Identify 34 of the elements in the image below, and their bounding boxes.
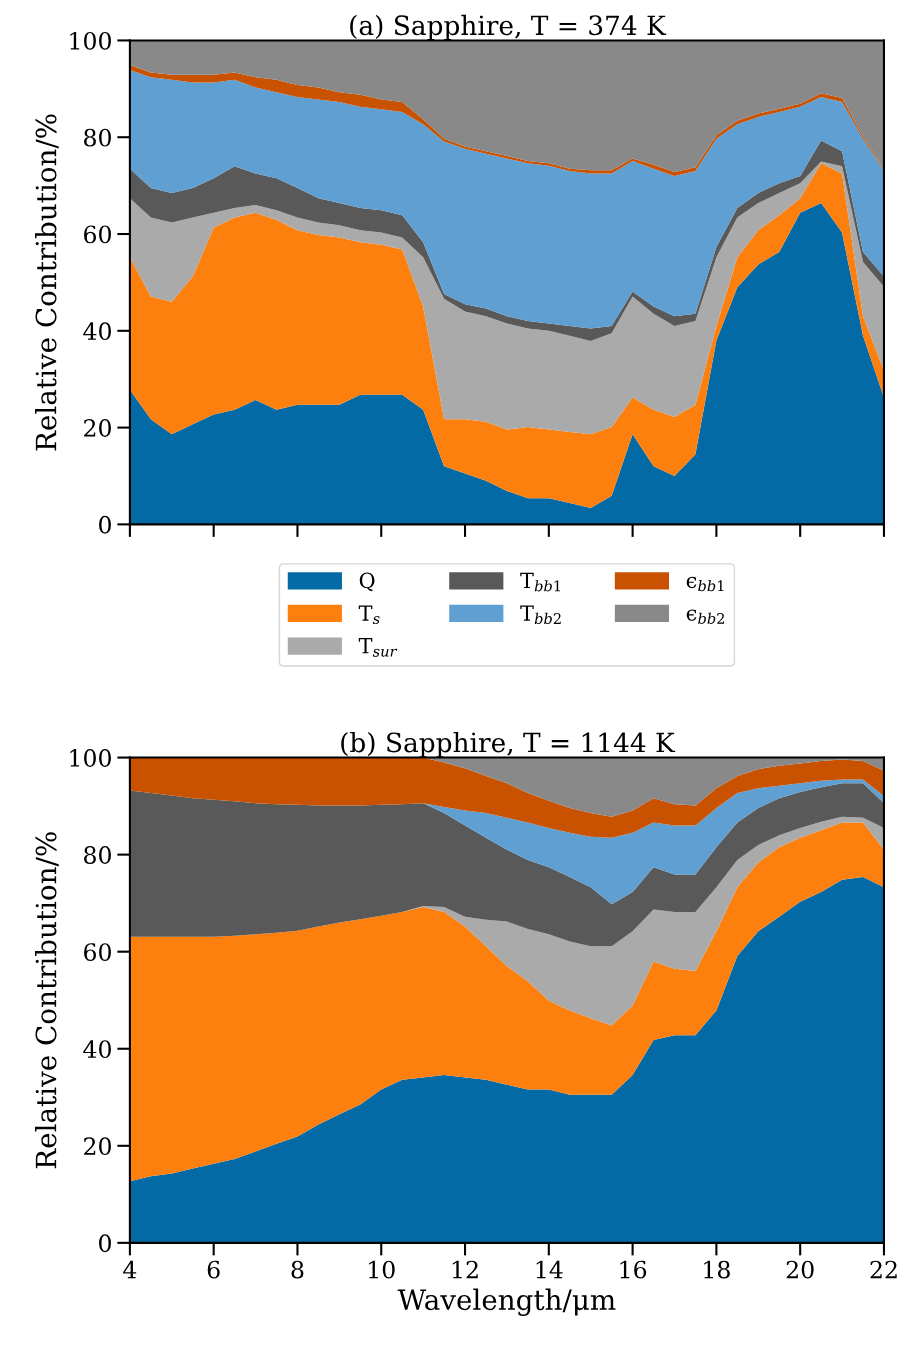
y-axis-title: Relative Contribution/% [35, 832, 59, 1169]
y-tick-label: 100 [70, 31, 111, 50]
x-tick-label: 8 [291, 1260, 304, 1279]
chart-title: (a) Sapphire, T = 374 K [350, 14, 667, 41]
x-tick-label: 12 [452, 1260, 478, 1279]
y-tick-label: 40 [83, 1040, 111, 1059]
chart-title: (b) Sapphire, T = 1144 K [341, 731, 676, 758]
legend-label: ϵ$_{bb2}$ [686, 609, 725, 624]
y-tick-label: 80 [84, 128, 111, 147]
x-tick-label: 20 [786, 1260, 814, 1279]
y-tick-label: 80 [84, 846, 111, 864]
y-axis-title: Relative Contribution/% [35, 114, 59, 451]
legend-label: Q [359, 572, 375, 592]
legend-label: ϵ$_{bb1}$ [686, 576, 724, 592]
y-tick-label: 40 [83, 322, 111, 341]
y-tick-label: 100 [70, 749, 111, 767]
x-tick-label: 14 [536, 1260, 563, 1279]
x-tick-label: 4 [123, 1260, 137, 1279]
legend-label: T$_{bb2}$ [520, 605, 561, 625]
y-tick-label: 60 [84, 943, 111, 961]
legend-label: T$_{sur}$ [358, 638, 398, 657]
x-tick-label: 18 [704, 1260, 730, 1279]
legend-label: T$_{s}$ [358, 605, 380, 625]
y-tick-label: 0 [99, 515, 111, 534]
x-tick-label: 16 [620, 1260, 647, 1279]
x-tick-label: 6 [207, 1260, 220, 1279]
x-tick-label: 10 [369, 1260, 395, 1279]
y-tick-label: 20 [84, 1137, 111, 1156]
legend-label: T$_{bb1}$ [520, 572, 561, 592]
y-tick-label: 20 [84, 419, 111, 437]
y-tick-label: 60 [84, 225, 111, 244]
y-tick-label: 0 [99, 1234, 111, 1253]
x-axis-title: Wavelength/μm [397, 1288, 616, 1316]
x-tick-label: 22 [870, 1260, 897, 1279]
